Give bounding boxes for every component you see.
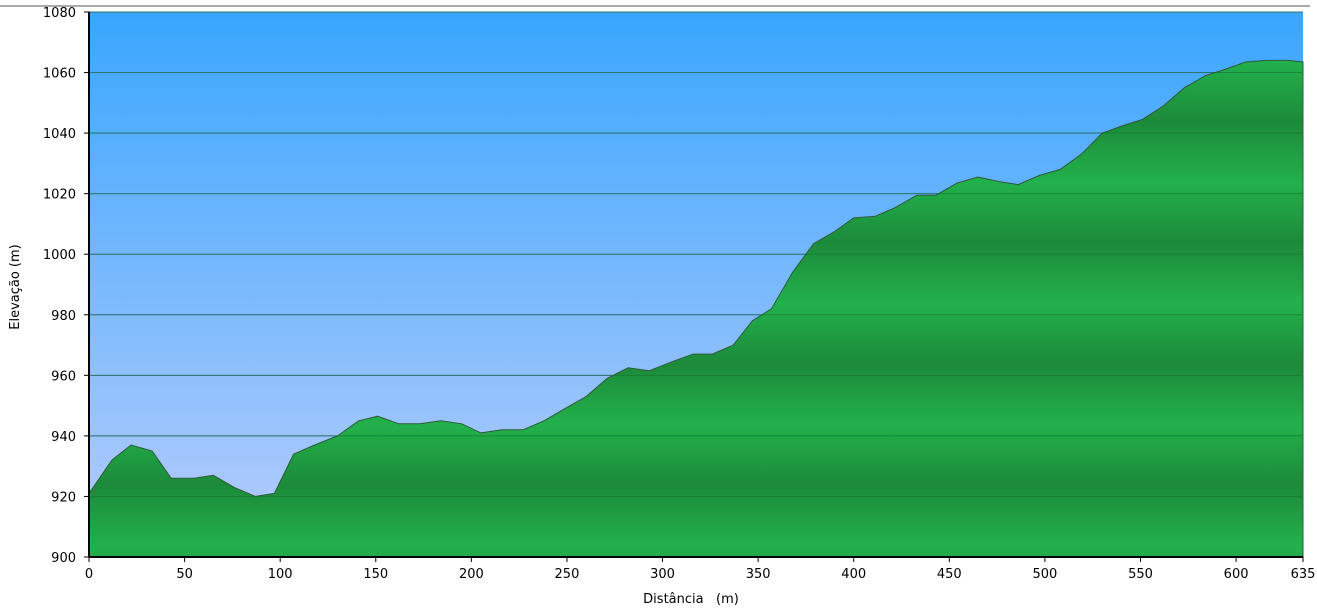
x-tick-label: 50: [176, 567, 193, 582]
x-axis-label: Distância (m): [643, 592, 739, 607]
x-tick-label: 150: [363, 567, 388, 582]
y-axis-ticks: 900 920 940 960 980 1000 1020 1040 1060 1080: [43, 6, 89, 566]
x-tick-label: 0: [85, 567, 93, 582]
y-tick-label: 1060: [43, 67, 76, 82]
x-tick-label: 600: [1224, 567, 1249, 582]
x-tick-label: 635: [1291, 567, 1316, 582]
y-tick-label: 960: [51, 369, 76, 384]
grid-overlay: [89, 11, 1303, 497]
x-axis-ticks: 0 50 100 150 200 250 300 350 400 450 500 550 600 635: [85, 557, 1316, 582]
y-tick-label: 940: [51, 430, 76, 445]
y-tick-label: 1080: [43, 6, 76, 21]
y-tick-label: 920: [51, 490, 76, 505]
y-tick-label: 1040: [43, 127, 76, 142]
y-tick-label: 1020: [43, 188, 76, 203]
y-axis-label: Elevação (m): [8, 244, 23, 330]
x-tick-label: 200: [459, 567, 484, 582]
x-tick-label: 350: [746, 567, 771, 582]
y-tick-label: 1000: [43, 248, 76, 263]
x-tick-label: 250: [555, 567, 580, 582]
elevation-area: [88, 59, 1304, 558]
x-tick-label: 300: [650, 567, 675, 582]
x-tick-label: 450: [937, 567, 962, 582]
x-tick-label: 400: [841, 567, 866, 582]
y-tick-label: 900: [51, 551, 76, 566]
x-tick-label: 100: [268, 567, 293, 582]
y-tick-label: 980: [51, 309, 76, 324]
x-tick-label: 550: [1128, 567, 1153, 582]
x-tick-label: 500: [1032, 567, 1057, 582]
